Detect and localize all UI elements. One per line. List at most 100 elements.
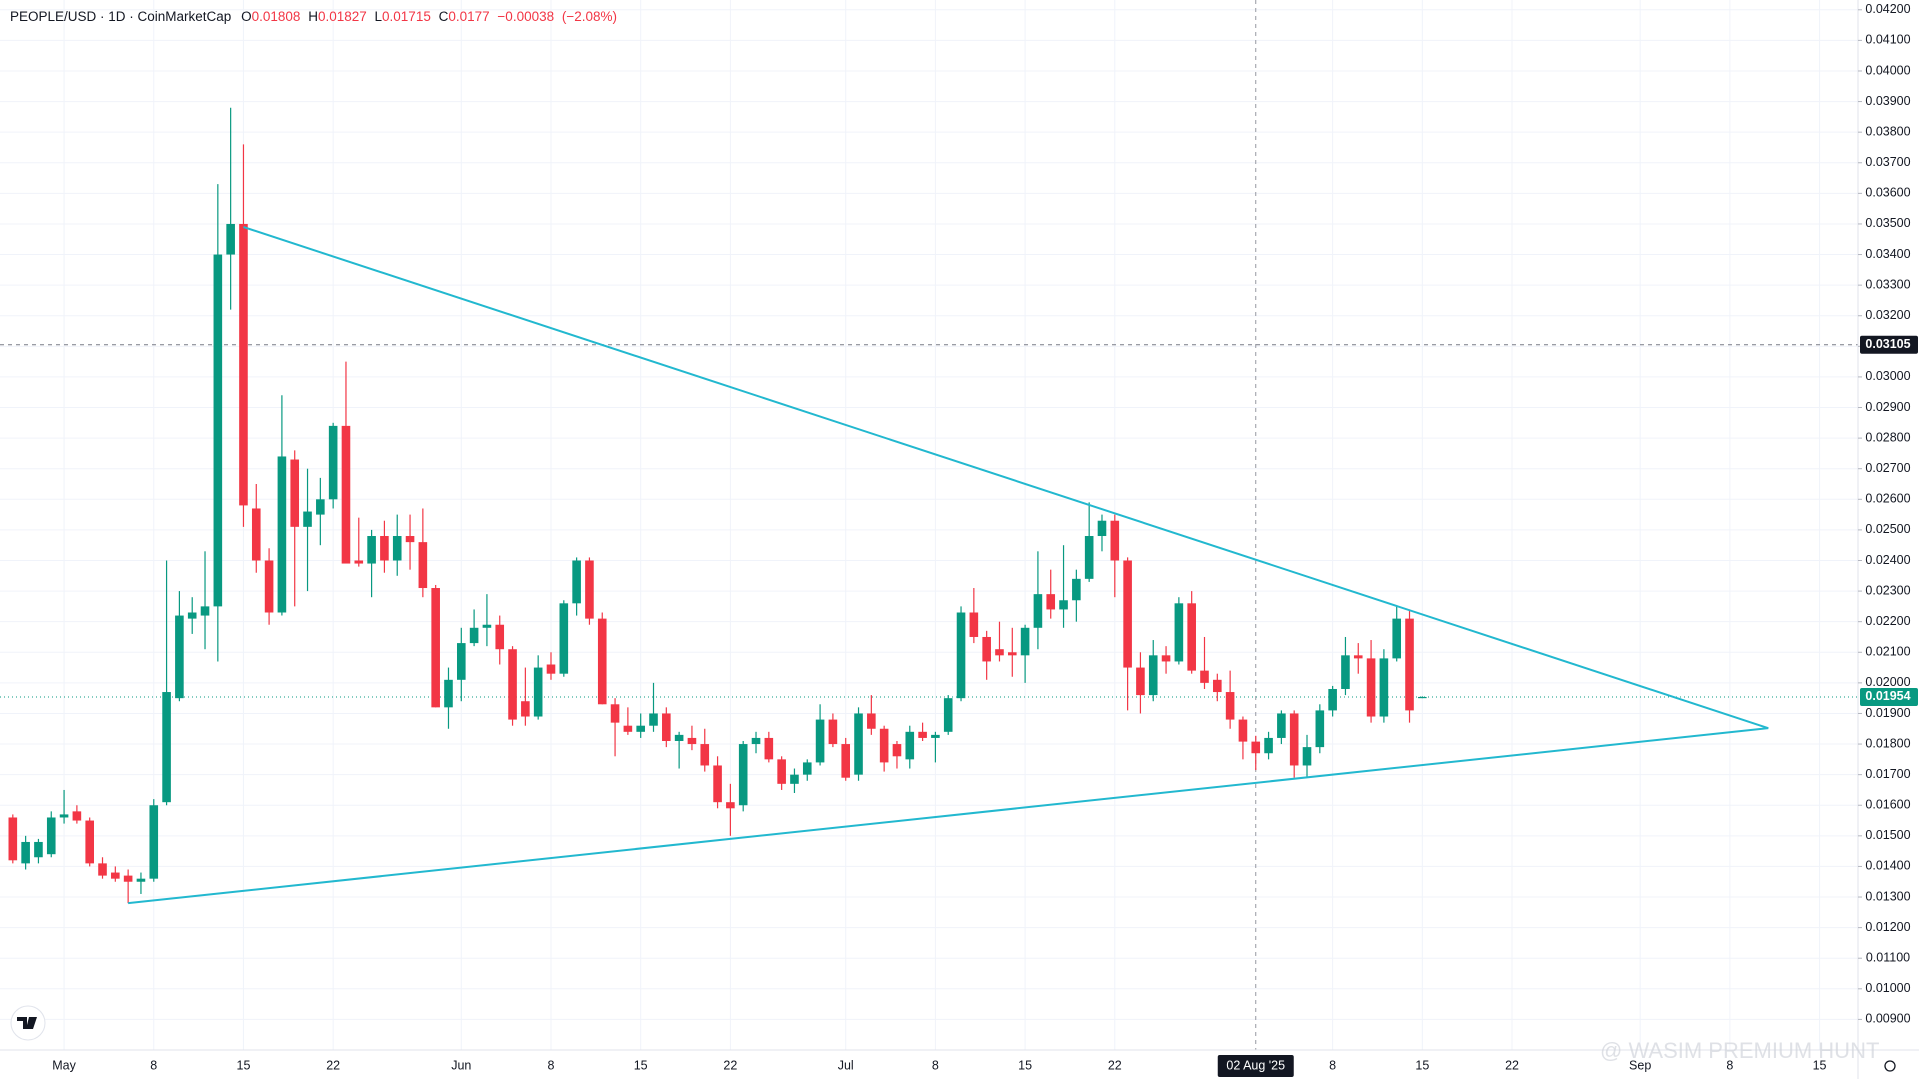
y-tick-label: 0.02700 <box>1865 461 1910 475</box>
candle-body <box>559 603 569 674</box>
y-tick-label: 0.02500 <box>1865 522 1910 536</box>
legend-header: PEOPLE/USD · 1D · CoinMarketCap O0.01808… <box>10 9 617 24</box>
candle-body <box>328 425 338 500</box>
x-tick-label: 15 <box>1415 1058 1429 1072</box>
trendlines <box>128 226 1769 905</box>
candle-body <box>1225 692 1235 720</box>
candle-body <box>175 615 184 699</box>
candle-body <box>21 841 30 864</box>
candle-body <box>1251 741 1261 754</box>
ohlc-value: 0.01827 <box>318 9 367 24</box>
candle-body <box>1136 667 1145 696</box>
candle-body <box>290 459 300 527</box>
x-tick-label: 15 <box>634 1058 648 1072</box>
candle-body <box>341 425 351 564</box>
y-tick-label: 0.01900 <box>1865 706 1910 720</box>
candle-body <box>1328 688 1337 711</box>
candle-body <box>1097 520 1107 537</box>
candle-body <box>956 612 966 699</box>
x-tick-label: 15 <box>237 1058 251 1072</box>
y-tick-label: 0.03300 <box>1865 277 1910 291</box>
candle-body <box>8 817 18 861</box>
y-tick-label: 0.01700 <box>1865 767 1910 781</box>
candle-body <box>34 841 43 858</box>
candle-body <box>149 805 159 879</box>
x-tick-label: May <box>52 1058 76 1072</box>
candles <box>8 107 1427 904</box>
tv-logo[interactable] <box>10 1005 46 1041</box>
candle-body <box>380 536 389 561</box>
y-tick-label: 0.02900 <box>1865 400 1910 414</box>
symbol: PEOPLE/USD · 1D · CoinMarketCap <box>10 9 231 24</box>
candle-body <box>790 774 799 784</box>
y-tick-label: 0.04000 <box>1865 63 1910 77</box>
y-tick-label: 0.03900 <box>1865 94 1910 108</box>
y-tick-label: 0.03600 <box>1865 186 1910 200</box>
candle-body <box>854 713 863 775</box>
last-price-label: 0.01954 <box>1865 689 1910 703</box>
candle-body <box>431 588 440 708</box>
x-tick-label: 22 <box>1108 1058 1122 1072</box>
candle-body <box>1418 696 1427 699</box>
y-tick-label: 0.01200 <box>1865 920 1910 934</box>
ohlc-value: 0.01808 <box>252 9 301 24</box>
candle-body <box>239 223 248 506</box>
candle-body <box>802 762 812 775</box>
y-tick-label: 0.01100 <box>1866 951 1910 965</box>
candle-body <box>751 737 761 745</box>
candle-body <box>1174 603 1184 662</box>
crosshair-label-bg <box>1217 1055 1294 1077</box>
x-tick-label: 15 <box>1813 1058 1827 1072</box>
candle-body <box>456 643 466 680</box>
y-tick-label: 0.03400 <box>1865 247 1910 261</box>
candle-body <box>674 734 684 741</box>
candle-body <box>738 744 748 806</box>
candle-body <box>482 624 492 628</box>
last-price-bg <box>1860 687 1918 706</box>
y-tick-label: 0.01600 <box>1865 798 1910 812</box>
candle-body <box>59 814 69 818</box>
candle-body <box>405 536 415 543</box>
price-label-bg <box>1860 335 1918 354</box>
candle-body <box>98 863 107 876</box>
change-pct: (−2.08%) <box>562 9 617 24</box>
candle-body <box>918 731 927 738</box>
y-tick-label: 0.03200 <box>1865 308 1910 322</box>
candle-body <box>1187 603 1196 671</box>
candle-body <box>72 811 82 821</box>
y-tick-label: 0.03700 <box>1865 155 1910 169</box>
candle-body <box>213 254 223 607</box>
gear[interactable] <box>1884 1060 1896 1072</box>
candle-body <box>316 499 325 515</box>
candle-body <box>187 612 197 619</box>
candle-body <box>585 560 594 619</box>
candle-body <box>546 664 556 674</box>
candle-body <box>469 627 479 644</box>
candle-body <box>367 536 376 564</box>
y-tick-label: 0.00900 <box>1865 1012 1910 1026</box>
y-tick-label: 0.02100 <box>1865 645 1910 659</box>
watermark: @ WASIM PREMIUM HUNT <box>1600 1038 1879 1063</box>
candle-body <box>623 725 633 732</box>
ohlc-key: C <box>439 9 449 24</box>
candle-body <box>508 649 517 720</box>
y-tick-label: 0.01500 <box>1865 828 1910 842</box>
x-tick-label: 8 <box>1329 1058 1336 1072</box>
candle-body <box>251 508 261 561</box>
y-tick-label: 0.02300 <box>1865 583 1910 597</box>
x-tick-label: 8 <box>932 1058 939 1072</box>
overlay-lines <box>0 0 1858 1050</box>
candle-body <box>713 765 722 803</box>
x-tick-label: 8 <box>1726 1058 1733 1072</box>
candle-body <box>892 744 902 757</box>
ohlc-value: 0.01715 <box>382 9 431 24</box>
crosshair-label: 02 Aug '25 <box>1226 1058 1285 1072</box>
candle-body <box>46 817 56 855</box>
ohlc-key: O <box>241 9 252 24</box>
y-tick-label: 0.01300 <box>1865 889 1910 903</box>
candle-body <box>1341 655 1350 689</box>
candle-body <box>636 725 645 732</box>
ohlc-key: L <box>375 9 383 24</box>
settings-icon[interactable] <box>1884 1060 1896 1072</box>
